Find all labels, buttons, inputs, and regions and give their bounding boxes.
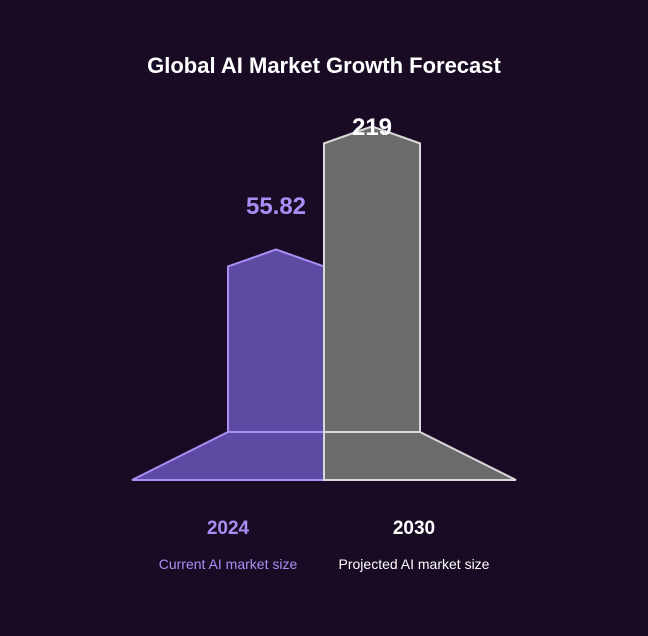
description-2030: Projected AI market size [338, 556, 490, 572]
bar-2024 [227, 248, 325, 433]
bar-base-2024 [131, 431, 325, 481]
bar-base-2030 [323, 431, 517, 481]
category-label-2024: 2024 [206, 518, 250, 539]
chart-title: Global AI Market Growth Forecast [147, 53, 501, 78]
value-label-2030: 219 [351, 114, 393, 141]
bar-2030 [323, 125, 421, 433]
description-2024: Current AI market size [158, 556, 298, 572]
value-label-2024: 55.82 [245, 193, 307, 220]
category-label-2030: 2030 [392, 518, 436, 539]
